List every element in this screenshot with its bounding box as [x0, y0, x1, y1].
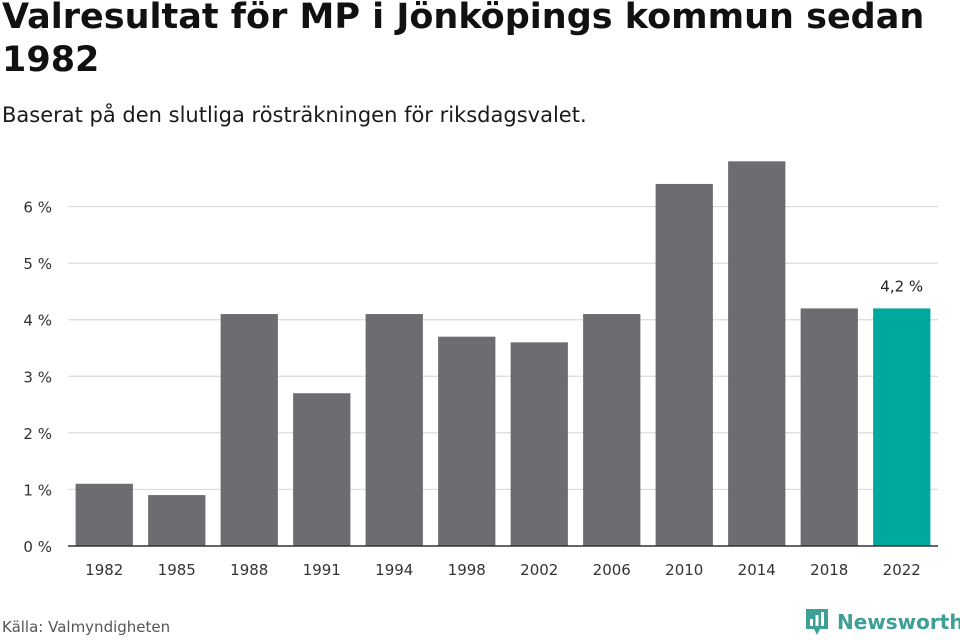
bar-2022	[873, 308, 931, 546]
y-tick-label: 6 %	[23, 199, 52, 217]
x-tick-label: 2006	[593, 561, 631, 579]
x-tick-label: 2014	[738, 561, 776, 579]
x-tick-label: 1988	[230, 561, 268, 579]
x-tick-label: 2010	[665, 561, 703, 579]
bar-2018	[800, 308, 858, 546]
bar-1994	[365, 314, 423, 546]
y-tick-label: 0 %	[23, 538, 52, 556]
chart-title: Valresultat för MP i Jönköpings kommun s…	[2, 0, 925, 80]
y-tick-label: 1 %	[23, 481, 52, 499]
bar-2010	[655, 183, 713, 546]
y-tick-label: 5 %	[23, 255, 52, 273]
bar-1982	[75, 483, 133, 546]
bars	[75, 161, 931, 547]
y-tick-label: 2 %	[23, 425, 52, 443]
source-note: Källa: Valmyndigheten	[2, 618, 171, 636]
y-tick-label: 3 %	[23, 368, 52, 386]
x-tick-label: 1982	[85, 561, 123, 579]
x-tick-label: 1994	[375, 561, 413, 579]
brand-name: Newsworthy	[837, 610, 960, 634]
bar-2006	[583, 314, 641, 546]
bar-1998	[438, 336, 496, 546]
gridlines	[68, 205, 938, 491]
bar-1991	[293, 393, 351, 546]
bar-2014	[728, 161, 786, 547]
axes: 0 % 1 % 2 % 3 % 4 % 5 % 6 % 1982 1985 1988 1991 199…	[23, 199, 938, 579]
bar-1988	[220, 314, 278, 546]
data-label: 4,2 %	[880, 277, 923, 295]
bar-chart-logo-icon	[806, 609, 828, 635]
bar-1985	[148, 495, 206, 546]
x-tick-label: 1998	[448, 561, 486, 579]
chart-subtitle: Baserat på den slutliga rösträkningen fö…	[2, 103, 587, 127]
x-tick-label: 2002	[520, 561, 558, 579]
x-tick-label: 2018	[810, 561, 848, 579]
brand-logo[interactable]: Newsworthy	[804, 607, 960, 637]
x-tick-label: 2022	[883, 561, 921, 579]
bar-chart: 0 % 1 % 2 % 3 % 4 % 5 % 6 % 1982 1985 1988 1991 199…	[23, 161, 938, 579]
bar-2002	[510, 342, 568, 546]
y-tick-label: 4 %	[23, 312, 52, 330]
x-tick-label: 1985	[158, 561, 196, 579]
x-tick-label: 1991	[303, 561, 341, 579]
